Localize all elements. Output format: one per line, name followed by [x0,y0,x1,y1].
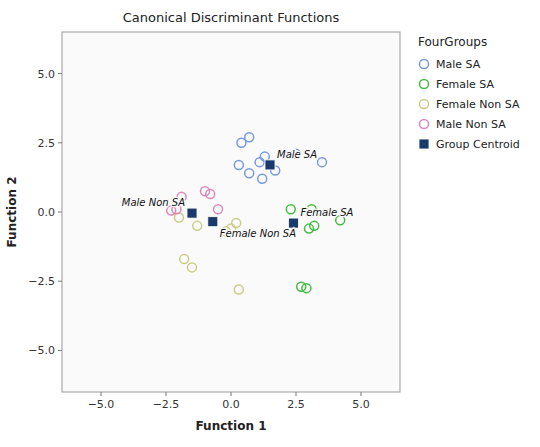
y-axis-label: Function 2 [5,177,19,248]
y-tick [58,350,62,351]
centroid-label: Male SA [277,149,317,160]
scatter-point [305,224,314,233]
y-tick-label: 0.0 [38,206,56,219]
centroid-point [187,208,197,218]
legend-swatch [420,120,429,129]
legend: FourGroups Male SA Female SA Female Non SA M… [418,35,520,151]
legend-swatch [420,80,429,89]
annotations: Male SA Female SA Female Non SA Male Non SA [122,149,354,239]
x-tick [296,392,297,396]
scatter-point [206,190,215,199]
legend-swatch [420,60,429,69]
scatter-point [318,158,327,167]
scatter-point [237,138,246,147]
scatter-point [193,221,202,230]
centroid-label: Female Non SA [220,228,296,239]
x-tick-label: 0.0 [222,398,240,411]
y-tick [58,281,62,282]
centroid-point [265,160,275,170]
legend-swatch [420,100,429,109]
x-tick [361,392,362,396]
plot-frame [62,32,400,392]
centroid-point [288,218,298,228]
x-tick-label: −5.0 [88,398,115,411]
x-axis-label: Function 1 [196,419,267,433]
y-tick [58,73,62,74]
legend-title: FourGroups [418,35,487,49]
scatter-point [214,205,223,214]
y-tick-label: 5.0 [38,68,56,81]
legend-entry: Male Non SA [436,118,506,131]
y-tick [58,212,62,213]
legend-entry: Female SA [436,78,494,91]
legend-entry: Male SA [436,58,481,71]
legend-entry: Female Non SA [436,98,520,111]
y-tick-label: −2.5 [28,275,55,288]
x-tick [231,392,232,396]
scatter-point [188,263,197,272]
x-tick-label: 2.5 [287,398,305,411]
title: Canonical Discriminant Functions [123,10,340,25]
x-tick [166,392,167,396]
x-tick-label: 5.0 [352,398,370,411]
scatter-point [245,169,254,178]
scatter-point [234,285,243,294]
series-2 [175,213,244,294]
axes: −5.0 −2.5 0.0 2.5 5.0 −5.0 −2.5 0.0 2.5 5.0 [28,68,369,411]
scatter-point [286,205,295,214]
scatter-point [234,160,243,169]
scatter-point [302,284,311,293]
centroid-label: Male Non SA [122,197,185,208]
scatter-point [255,158,264,167]
x-tick-label: −2.5 [153,398,180,411]
legend-entry: Group Centroid [436,138,520,151]
scatter-point [258,174,267,183]
legend-swatch [419,139,429,149]
chart: −5.0 −2.5 0.0 2.5 5.0 −5.0 −2.5 0.0 2.5 5.0 Canoni… [0,0,540,447]
y-tick-label: −5.0 [28,344,55,357]
centroid-label: Female SA [300,207,353,218]
centroid-point [208,217,218,227]
scatter-point [180,255,189,264]
y-tick-label: 2.5 [38,137,56,150]
scatter-point [232,219,241,228]
x-tick [101,392,102,396]
series-4 [187,160,298,228]
y-tick [58,142,62,143]
series-0 [234,133,326,184]
